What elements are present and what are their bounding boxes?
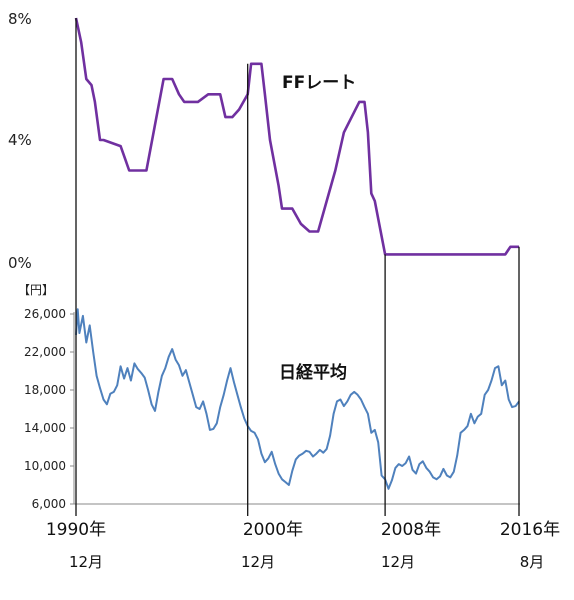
nikkei-line [75,308,520,490]
nikkei-ytick: 10,000 [24,459,66,473]
x-month-label: 8月 [520,553,545,571]
x-year-label: 2016年 [500,520,560,540]
ff-rate-panel: 8% 4% 0% FFレート [8,10,519,272]
x-month-label: 12月 [381,553,415,571]
ff-rate-label: FFレート [282,73,356,93]
x-year-label: 1990年 [46,520,106,540]
nikkei-label: 日経平均 [279,362,347,383]
nikkei-ytick: 18,000 [24,383,66,397]
nikkei-ytick: 22,000 [24,345,66,359]
x-month-label: 12月 [241,553,275,571]
nikkei-yticks: 26,000 22,000 18,000 14,000 10,000 6,000 [24,307,74,511]
ff-rate-line [74,17,519,256]
x-month-label: 12月 [69,553,103,571]
ff-ytick: 4% [8,131,32,149]
nikkei-unit: 【円】 [18,283,54,297]
x-year-label: 2000年 [243,520,303,540]
x-axis-labels: 1990年 12月 2000年 12月 2008年 12月 2016年 8月 [46,520,560,571]
nikkei-ytick: 6,000 [32,497,66,511]
ff-ytick: 8% [8,10,32,28]
nikkei-ytick: 26,000 [24,307,66,321]
nikkei-ytick: 14,000 [24,421,66,435]
x-year-label: 2008年 [381,520,441,540]
date-markers [75,18,520,516]
ff-ytick: 0% [8,254,32,272]
nikkei-panel: 【円】 26,00022,00018,00014,00010,0006,000 … [18,283,520,511]
